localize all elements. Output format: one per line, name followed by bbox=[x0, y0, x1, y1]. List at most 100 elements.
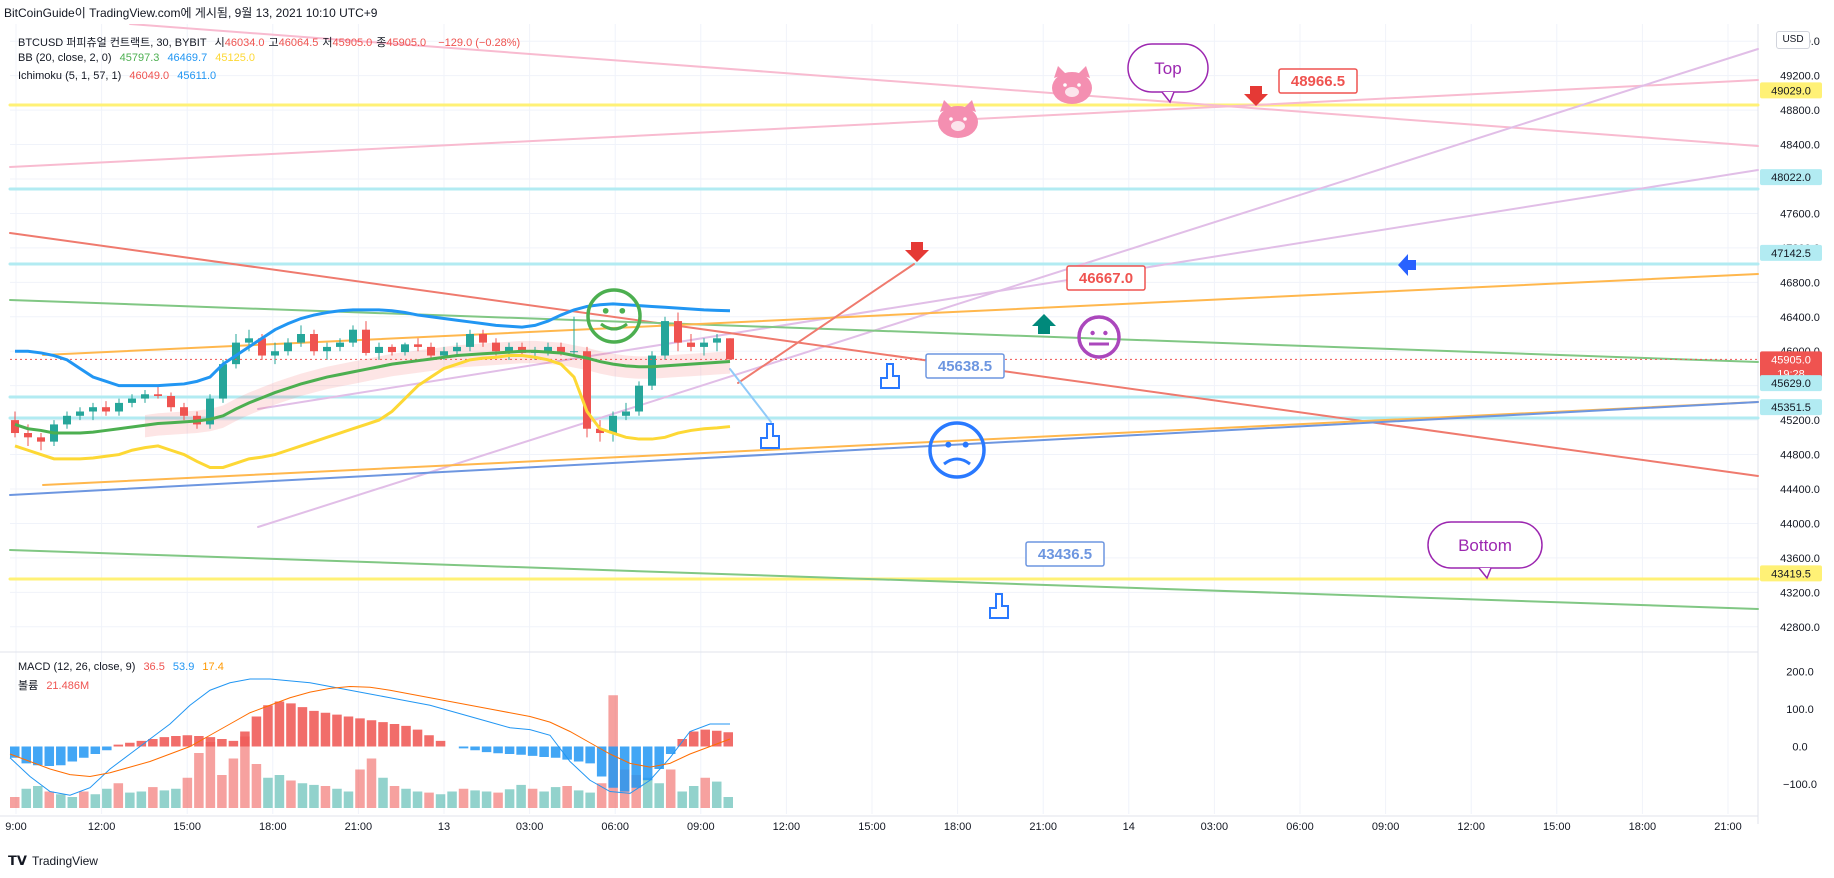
volume-bar bbox=[493, 792, 503, 808]
volume-legend[interactable]: 볼륨 21.486M bbox=[18, 677, 94, 693]
candle-body bbox=[349, 329, 357, 343]
macd-hist-bar bbox=[217, 739, 227, 747]
chart-area[interactable]: 49600.049200.048800.048400.048000.047600… bbox=[0, 23, 1834, 844]
trendline-pink bbox=[129, 23, 1759, 147]
price-tag-46667-label: 46667.0 bbox=[1079, 270, 1133, 287]
trendline-violet bbox=[257, 48, 1759, 528]
volume-bar bbox=[470, 790, 480, 808]
candle-body bbox=[310, 334, 318, 352]
time-tick-label: 06:00 bbox=[601, 821, 629, 833]
volume-bar bbox=[10, 797, 20, 808]
price-label: 49029.0 bbox=[1771, 85, 1811, 97]
volume-bar bbox=[527, 788, 538, 808]
volume-bar bbox=[205, 742, 216, 808]
macd-hist-value: 36.5 bbox=[143, 661, 165, 673]
ohlc-values: 시46034.0 고46064.5 저45905.0 종45905.0 bbox=[215, 37, 431, 49]
volume-bar bbox=[263, 777, 273, 808]
price-label: 45351.5 bbox=[1771, 402, 1811, 414]
trendline-pink bbox=[9, 79, 1759, 168]
price-tick-label: 43200.0 bbox=[1780, 587, 1820, 599]
price-tag-46667-box bbox=[1066, 265, 1146, 291]
volume-bar bbox=[700, 777, 710, 808]
macd-label: MACD (12, 26, close, 9) bbox=[18, 661, 136, 673]
volume-bar bbox=[412, 791, 423, 808]
volume-bar bbox=[297, 783, 308, 808]
time-tick-label: 21:00 bbox=[345, 821, 373, 833]
macd-hist-bar bbox=[297, 707, 308, 747]
candle-body bbox=[466, 334, 474, 347]
volume-bar bbox=[458, 788, 469, 808]
time-tick-label: 15:00 bbox=[858, 821, 886, 833]
candle-body bbox=[388, 346, 396, 353]
candle-body bbox=[128, 398, 136, 403]
volume-bar bbox=[723, 797, 733, 808]
ohlc-value-3: 45905.0 bbox=[386, 37, 427, 49]
price-tick-label: 46800.0 bbox=[1780, 277, 1820, 289]
ohlc-label-0: 시 bbox=[214, 37, 225, 49]
candle-body bbox=[674, 321, 682, 343]
trendline-green bbox=[9, 299, 1759, 363]
bb-lower-line bbox=[14, 354, 731, 469]
price-tag-43436-label: 43436.5 bbox=[1038, 546, 1092, 563]
price-tick-label: 48800.0 bbox=[1780, 105, 1820, 117]
time-tick-label: 12:00 bbox=[1457, 821, 1485, 833]
candle-body bbox=[544, 346, 552, 352]
macd-hist-bar bbox=[320, 712, 331, 747]
candle-body bbox=[245, 338, 253, 343]
smiley-face-icon-eye bbox=[602, 307, 609, 314]
hand-pointer-icon-shape bbox=[989, 593, 1009, 619]
time-axis: 9:00 12:00 15:00 18:00 21:00 13 03:00 06:00 09:0… bbox=[5, 821, 1741, 833]
price-label-box bbox=[1760, 565, 1822, 582]
volume-bar bbox=[320, 786, 331, 808]
candle-body bbox=[297, 334, 305, 343]
time-tick-label: 18:00 bbox=[1629, 821, 1657, 833]
candle-body bbox=[596, 428, 604, 434]
macd-hist-bar bbox=[412, 729, 423, 747]
drawing-tools bbox=[8, 23, 1760, 610]
macd-tick-label: 100.0 bbox=[1786, 704, 1814, 716]
time-tick-label: 14 bbox=[1123, 821, 1135, 833]
symbol-legend[interactable]: BTCUSD 퍼피츄얼 컨트랙트, 30, BYBIT 시46034.0 고460… bbox=[18, 34, 525, 50]
footer-brand[interactable]: 𝗧𝗩 TradingView bbox=[8, 853, 98, 869]
candle-body bbox=[89, 407, 97, 412]
price-tick-label: 43600.0 bbox=[1780, 553, 1820, 565]
volume-bar bbox=[274, 775, 285, 808]
macd-hist-bar bbox=[654, 746, 664, 769]
candle-body bbox=[323, 346, 331, 352]
currency-button[interactable]: USD bbox=[1776, 31, 1810, 49]
macd-hist-bar bbox=[631, 746, 641, 788]
candle-body bbox=[609, 415, 617, 434]
macd-signal-value: 17.4 bbox=[202, 661, 224, 673]
bottom-bubble: Bottom bbox=[1427, 521, 1543, 580]
volume-bar bbox=[504, 789, 515, 808]
candle-body bbox=[661, 321, 669, 356]
macd-hist-bar bbox=[102, 746, 112, 751]
price-label: 45905.0 bbox=[1771, 354, 1811, 366]
macd-hist-bar bbox=[366, 720, 377, 747]
macd-hist-bar bbox=[332, 714, 342, 747]
bb-legend[interactable]: BB (20, close, 2, 0) 45797.3 46469.7 451… bbox=[18, 52, 260, 64]
hand-pointer-icon bbox=[760, 423, 780, 449]
ichimoku-legend[interactable]: Ichimoku (5, 1, 57, 1) 46049.0 45611.0 bbox=[18, 70, 221, 82]
chart-svg[interactable]: 49600.049200.048800.048400.048000.047600… bbox=[0, 23, 1834, 844]
volume-value: 21.486M bbox=[46, 680, 90, 692]
macd-legend[interactable]: MACD (12, 26, close, 9) 36.5 53.9 17.4 bbox=[18, 661, 229, 673]
macd-hist-bar bbox=[435, 740, 446, 747]
macd-hist-bar bbox=[182, 735, 193, 747]
volume-bar bbox=[79, 791, 89, 808]
macd-hist-bar bbox=[562, 746, 572, 760]
candle-body bbox=[726, 338, 734, 360]
macd-hist-bar bbox=[516, 746, 526, 755]
macd-hist-bar bbox=[539, 746, 549, 757]
volume-bar bbox=[182, 777, 193, 808]
time-tick-label: 09:00 bbox=[1372, 821, 1400, 833]
bb-upper-value: 46469.7 bbox=[167, 52, 208, 64]
change-value: −129.0 (−0.28%) bbox=[438, 37, 521, 49]
price-label-box bbox=[1760, 375, 1822, 392]
price-tick-label: 49200.0 bbox=[1780, 71, 1820, 83]
volume-bar bbox=[171, 788, 181, 808]
price-tick-label: 44000.0 bbox=[1780, 518, 1820, 530]
macd-hist-bar bbox=[21, 746, 32, 764]
candle-body bbox=[24, 433, 32, 438]
macd-hist-bar bbox=[205, 737, 216, 747]
